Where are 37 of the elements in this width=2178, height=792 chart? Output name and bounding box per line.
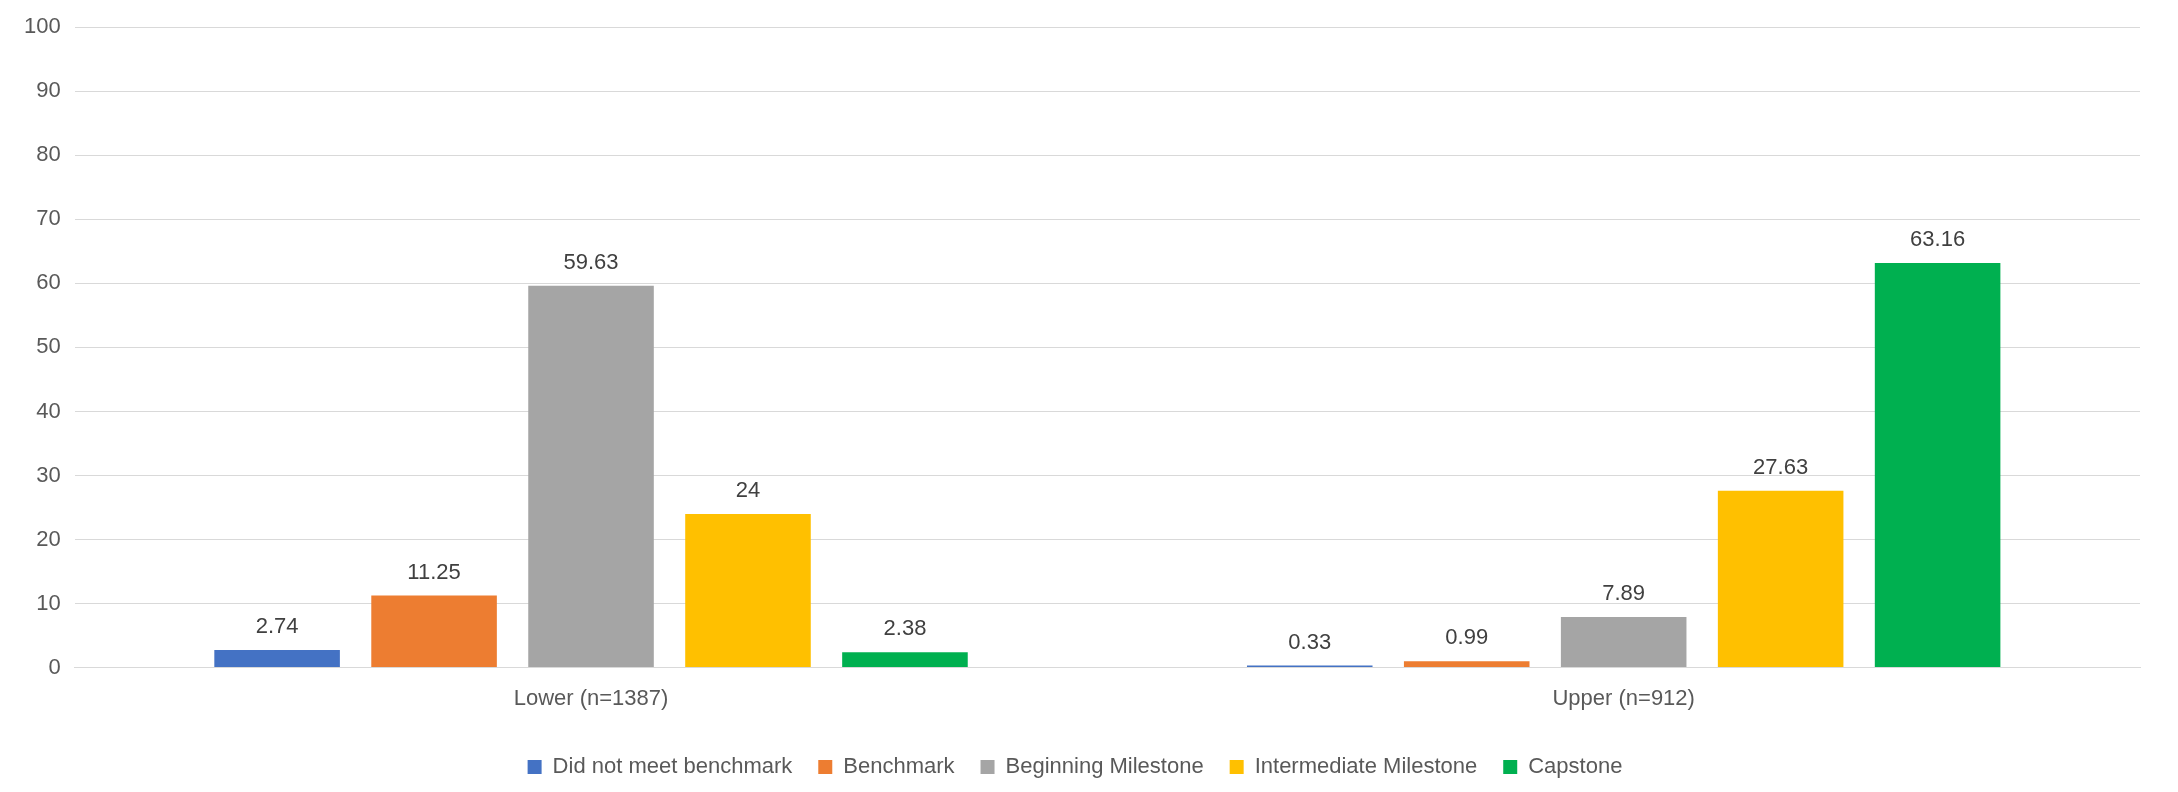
y-tick-label: 50 xyxy=(36,333,61,359)
bar xyxy=(528,285,654,668)
bar xyxy=(1403,661,1530,668)
legend-label: Capstone xyxy=(1528,753,1623,779)
x-tick-label: Upper (n=912) xyxy=(1552,684,1695,710)
y-tick-label: 70 xyxy=(36,205,61,231)
data-label: 0.99 xyxy=(1445,624,1489,650)
data-label: 27.63 xyxy=(1753,453,1809,479)
data-label: 59.63 xyxy=(563,248,619,274)
data-label: 63.16 xyxy=(1910,226,1966,252)
bar xyxy=(1874,263,2001,668)
data-label: 7.89 xyxy=(1602,580,1646,606)
y-tick-label: 60 xyxy=(36,269,61,295)
y-tick-label: 20 xyxy=(36,525,61,551)
bar xyxy=(685,513,811,668)
data-label: 24 xyxy=(735,476,761,502)
x-tick-label: Lower (n=1387) xyxy=(513,684,669,710)
legend-label: Intermediate Milestone xyxy=(1254,753,1478,779)
data-label: 2.38 xyxy=(883,615,927,641)
data-label: 0.33 xyxy=(1288,628,1332,654)
legend-label: Did not meet benchmark xyxy=(552,753,794,779)
bar xyxy=(1717,490,1844,668)
data-label: 2.74 xyxy=(255,613,299,639)
legend-label: Beginning Milestone xyxy=(1005,753,1204,779)
y-tick-label: 40 xyxy=(36,397,61,423)
y-tick-label: 30 xyxy=(36,461,61,487)
bar xyxy=(842,652,968,668)
bar xyxy=(371,595,497,668)
y-tick-label: 10 xyxy=(36,589,61,615)
data-label: 11.25 xyxy=(407,558,461,584)
bar xyxy=(1560,617,1687,668)
y-tick-label: 100 xyxy=(23,13,61,39)
bar xyxy=(214,650,340,668)
y-tick-label: 80 xyxy=(36,141,61,167)
y-tick-label: 90 xyxy=(36,77,61,103)
legend-label: Benchmark xyxy=(843,753,956,779)
y-tick-label: 0 xyxy=(48,653,61,679)
